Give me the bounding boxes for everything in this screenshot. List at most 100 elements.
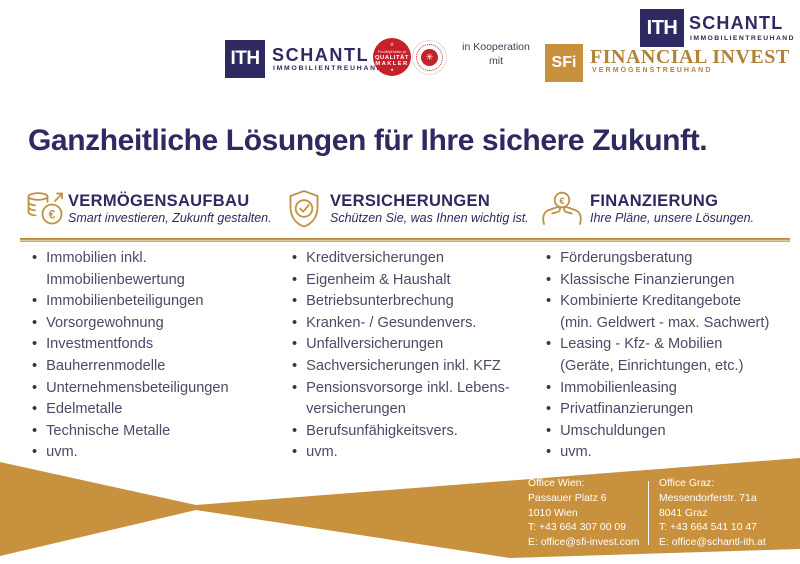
list-item: • Betriebsunterbrechung <box>292 291 534 313</box>
list-item-label: Sachversicherungen inkl. KFZ <box>306 357 501 374</box>
svg-text:€: € <box>559 196 565 207</box>
bullet-icon: • <box>32 357 38 374</box>
list-item-label: Immobilienleasing <box>560 379 677 396</box>
list-item: • Unternehmensbeteiligungen <box>32 378 267 400</box>
bullet-icon: • <box>292 271 298 288</box>
list-item-label: uvm. <box>560 444 592 461</box>
list-item: • Förderungsberatung <box>546 248 792 270</box>
list-item: • uvm. <box>32 442 267 464</box>
list-item: • Immobilienbeteiligungen <box>32 291 267 313</box>
bullet-icon: • <box>546 444 552 461</box>
seal-star-icon: ★ <box>390 66 394 72</box>
office-wien-address1: Passauer Platz 6 <box>528 492 607 504</box>
list-item-label: Privatfinanzierungen <box>560 401 694 418</box>
office-wien-phone: T: +43 664 307 00 09 <box>528 522 626 534</box>
list-item: • Kranken- / Gesundenvers. <box>292 313 534 335</box>
bullet-icon: • <box>546 401 552 418</box>
bullet-icon: • <box>546 250 552 266</box>
list-item-label: Unfallversicherungen <box>306 336 444 353</box>
section-subtitle-versicherungen: Schützen Sie, was Ihnen wichtig ist. <box>330 211 529 225</box>
list-item-label: Immobilienbeteiligungen <box>46 293 204 310</box>
list-item: • Eigenheim & Haushalt <box>292 270 534 292</box>
bullet-icon: • <box>292 357 298 374</box>
office-graz-phone: T: +43 664 541 10 47 <box>659 522 757 534</box>
bullet-icon: • <box>32 401 38 418</box>
seal-crown-icon: ♕ <box>389 41 395 48</box>
list-item: • Investmentfonds <box>32 334 267 356</box>
list-item-label: Technische Metalle <box>46 422 171 439</box>
seal-line2: MAKLER <box>375 60 409 67</box>
bullet-icon: • <box>32 379 38 396</box>
shield-check-icon <box>289 190 319 228</box>
schantl-logo-tagline: IMMOBILIENTREUHAND <box>273 65 384 72</box>
seal-brand: FindMyHome.at <box>378 49 406 54</box>
list-item: • Vorsorgewohnung <box>32 313 267 335</box>
section-title-finanzierung: FINANZIERUNG <box>590 192 719 210</box>
list-item-label: Leasing - Kfz- & Mobilien (Geräte, Einri… <box>560 336 744 374</box>
list-item: • uvm. <box>546 442 792 464</box>
list-item-label: Kranken- / Gesundenvers. <box>306 314 477 331</box>
gold-divider-line <box>20 238 790 242</box>
bullet-icon: • <box>292 422 298 439</box>
bullet-icon: • <box>546 293 552 310</box>
seal-ring-icon <box>416 44 443 71</box>
list-item-label: Klassische Finanzierungen <box>560 271 735 288</box>
bullet-icon: • <box>546 422 552 439</box>
list-item: • Kombinierte Kreditangebote (min. Geldwe… <box>546 291 792 334</box>
seal-line1: QUALITÄT <box>374 54 410 61</box>
ith-monogram: ITH <box>230 48 260 69</box>
quality-makler-seal-icon: ♕ FindMyHome.at QUALITÄT MAKLER ★ <box>373 38 411 76</box>
bullet-icon: • <box>546 379 552 396</box>
list-item-label: uvm. <box>46 444 78 461</box>
list-item: • Sachversicherungen inkl. KFZ <box>292 356 534 378</box>
list-item-label: Pensionsvorsorge inkl. Lebens- versicher… <box>306 379 510 418</box>
financial-invest-logo-name: FINANCIAL INVEST <box>590 46 790 68</box>
list-item-label: Berufsunfähigkeitsvers. <box>306 422 458 439</box>
page-title: Ganzheitliche Lösungen für Ihre sichere … <box>28 124 708 157</box>
list-item: • Bauherrenmodelle <box>32 356 267 378</box>
section-title-vermoegensaufbau: VERMÖGENSAUFBAU <box>68 192 250 210</box>
svg-text:€: € <box>49 208 56 222</box>
list-item-label: Kreditversicherungen <box>306 250 445 266</box>
bullet-icon: • <box>546 336 552 353</box>
list-item: • Pensionsvorsorge inkl. Lebens- versiche… <box>292 378 534 421</box>
office-wien-block: Office Wien: Passauer Platz 6 1010 Wien … <box>528 477 639 551</box>
bullet-icon: • <box>32 422 38 439</box>
list-item: • Technische Metalle <box>32 421 267 443</box>
list-item: • Immobilienleasing <box>546 378 792 400</box>
list-item: • uvm. <box>292 442 534 464</box>
list-item: • Unfallversicherungen <box>292 334 534 356</box>
list-item-label: Immobilien inkl. Immobilienbewertung <box>46 250 185 288</box>
section-subtitle-vermoegensaufbau: Smart investieren, Zukunft gestalten. <box>68 211 272 225</box>
office-wien-title: Office Wien: <box>528 478 585 489</box>
list-item-label: Unternehmensbeteiligungen <box>46 379 229 396</box>
section-subtitle-finanzierung: Ihre Pläne, unsere Lösungen. <box>590 211 755 225</box>
bullet-icon: • <box>292 293 298 310</box>
list-item-label: Kombinierte Kreditangebote (min. Geldwer… <box>560 293 770 331</box>
list-item: • Klassische Finanzierungen <box>546 270 792 292</box>
office-wien-email: E: office@sfi-invest.com <box>528 537 640 549</box>
corner-ith-monogram: ITH <box>646 16 678 39</box>
office-graz-block: Office Graz: Messendorferstr. 71a 8041 G… <box>659 477 766 551</box>
schantl-ith-logo: ITH <box>225 40 265 78</box>
bullet-icon: • <box>546 271 552 288</box>
bullet-icon: • <box>292 444 298 461</box>
corner-schantl-ith-logo: ITH <box>640 9 684 47</box>
office-graz-address2: 8041 Graz <box>659 507 708 519</box>
list-item-label: Bauherrenmodelle <box>46 357 166 374</box>
list-item: • Umschuldungen <box>546 421 792 443</box>
bullet-icon: • <box>292 336 298 353</box>
list-item-label: Edelmetalle <box>46 401 123 418</box>
office-graz-email: E: office@schantl-ith.at <box>659 537 766 549</box>
bullet-icon: • <box>32 336 38 353</box>
bullet-icon: • <box>292 379 298 396</box>
cooperation-text: in Kooperation mit <box>462 41 530 67</box>
bullet-icon: • <box>32 293 38 310</box>
bullet-icon: • <box>32 250 38 266</box>
bullet-icon: • <box>32 444 38 461</box>
vermoegensaufbau-list: • Immobilien inkl. Immobilienbewertung • Im… <box>32 248 267 464</box>
office-wien-address2: 1010 Wien <box>528 507 578 519</box>
office-graz-address1: Messendorferstr. 71a <box>659 492 757 504</box>
bullet-icon: • <box>292 250 298 266</box>
